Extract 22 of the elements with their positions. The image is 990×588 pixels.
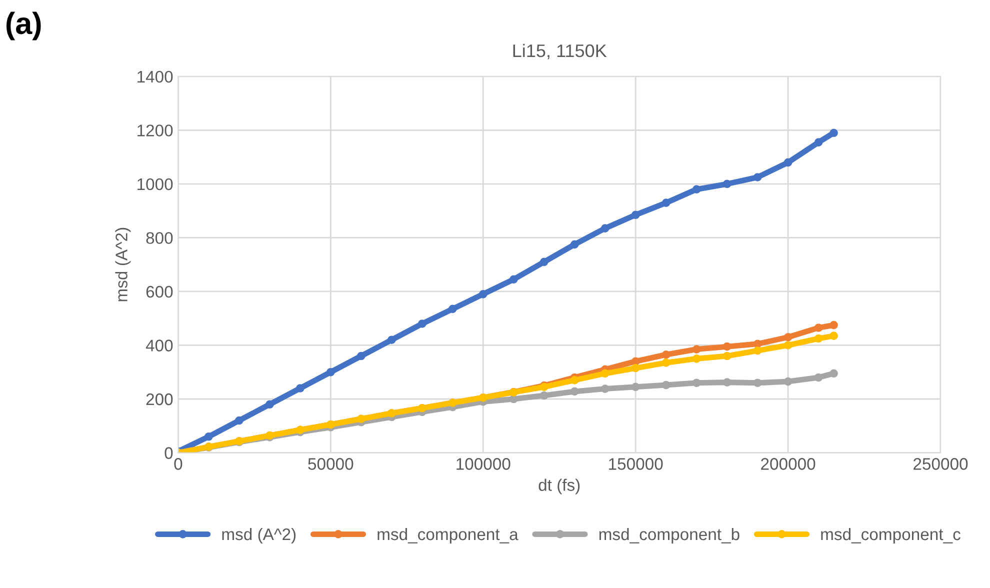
y-tick-label: 1000	[138, 178, 173, 190]
y-tick-label: 1400	[138, 70, 173, 83]
legend-label: msd (A^2)	[222, 528, 296, 544]
chart-title: Li15, 1150K	[513, 44, 607, 60]
legend-label: msd_component_a	[378, 528, 518, 544]
x-tick-label: 50000	[308, 458, 354, 470]
legend-label: msd_component_c	[821, 528, 960, 544]
y-axis-title: msd (A^2)	[115, 228, 131, 302]
x-axis-title: dt (fs)	[538, 478, 580, 494]
y-tick-label: 800	[146, 232, 173, 244]
y-tick-label: 200	[146, 393, 173, 406]
x-tick-label: 250000	[914, 458, 968, 470]
y-tick-label: 600	[146, 286, 173, 298]
x-tick-label: 150000	[609, 458, 663, 470]
x-tick-label: 0	[174, 458, 182, 470]
x-tick-label: 100000	[456, 458, 510, 470]
x-tick-label: 200000	[761, 458, 816, 470]
y-tick-label: 0	[164, 447, 173, 459]
legend-label: msd_component_b	[599, 528, 740, 544]
text: (a)	[6, 12, 41, 40]
y-tick-label: 1200	[138, 124, 173, 136]
y-tick-label: 400	[146, 340, 173, 352]
